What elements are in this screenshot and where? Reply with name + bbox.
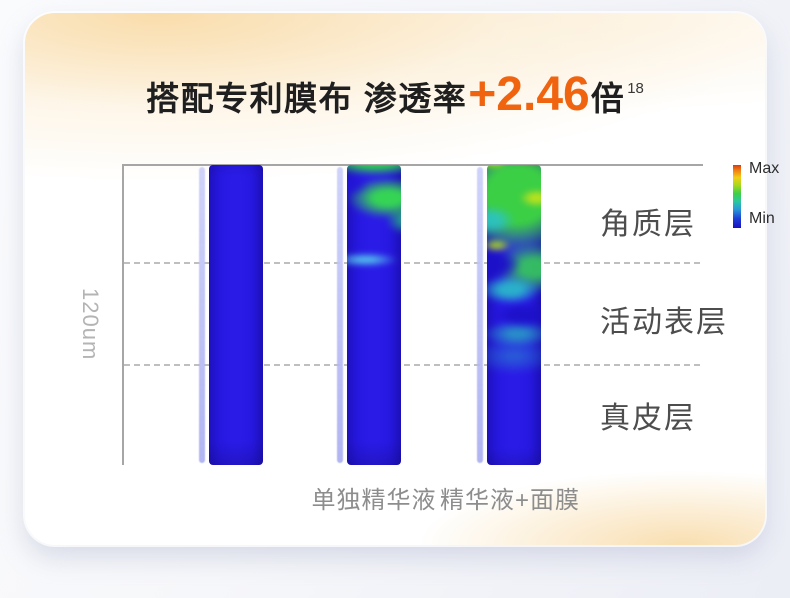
- heatmap-bar-control: [209, 165, 263, 465]
- title-text: 搭配专利膜布 渗透率: [146, 80, 468, 117]
- heatmap-control-texture: [209, 165, 263, 465]
- page-title: 搭配专利膜布 渗透率 +2.46 倍 18: [25, 67, 765, 122]
- serum-bar-edge-stripe: [337, 167, 343, 463]
- depth-axis-label: 120um: [78, 288, 103, 361]
- heatmap-serum-texture: [347, 165, 401, 465]
- category-label-serum-only: 单独精华液: [311, 487, 437, 514]
- penetration-rate-value: +2.46: [468, 68, 590, 121]
- colorbar-gradient: [733, 165, 741, 228]
- title-unit: 倍: [590, 80, 626, 117]
- heatmap-bar-serum-only: [347, 165, 401, 465]
- footnote-superscript: 18: [627, 80, 644, 97]
- heatmap-bar-serum-plus-mask: [487, 165, 541, 465]
- colorbar-max-label: Max: [749, 160, 780, 177]
- control-bar-edge-stripe: [199, 167, 205, 463]
- category-label-serum-plus-mask: 精华液+面膜: [439, 487, 580, 514]
- layer-label-viable-epidermis: 活动表层: [600, 306, 728, 339]
- serum-mask-bar-edge-stripe: [477, 167, 483, 463]
- plot-top-axis: [122, 164, 703, 166]
- heatmap-serum-mask-texture: [487, 165, 541, 465]
- layer-divider-1: [124, 262, 700, 264]
- plot-left-axis: [122, 164, 124, 465]
- layer-label-dermis: 真皮层: [600, 402, 696, 435]
- layer-label-stratum-corneum: 角质层: [600, 208, 696, 241]
- infographic-card: 搭配专利膜布 渗透率 +2.46 倍 18 120um 角质层 活动表层 真皮层: [25, 13, 779, 545]
- layer-divider-2: [124, 364, 700, 366]
- colorbar-min-label: Min: [749, 210, 775, 227]
